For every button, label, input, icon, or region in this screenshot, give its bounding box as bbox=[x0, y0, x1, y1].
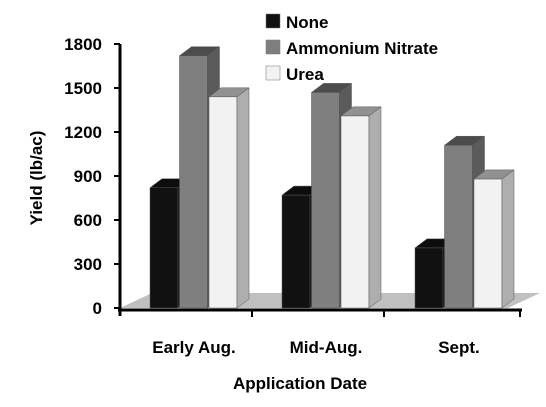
bar bbox=[208, 87, 250, 309]
legend-label: None bbox=[286, 13, 329, 32]
legend-label: Urea bbox=[286, 65, 324, 84]
legend-swatch bbox=[265, 65, 281, 81]
y-axis-title: Yield (lb/ac) bbox=[27, 131, 46, 226]
y-tick-label: 0 bbox=[93, 299, 102, 318]
y-tick-label: 1500 bbox=[64, 79, 102, 98]
x-axis-title: Application Date bbox=[233, 374, 367, 393]
legend-label: Ammonium Nitrate bbox=[286, 39, 438, 58]
y-tick-label: 300 bbox=[74, 255, 102, 274]
y-axis-ticks: 0 300 600 900 1200 1500 1800 bbox=[64, 35, 120, 318]
legend-swatch bbox=[265, 13, 281, 29]
x-tick-label: Early Aug. bbox=[152, 338, 235, 357]
legend: None Ammonium Nitrate Urea bbox=[265, 13, 438, 84]
legend-swatch bbox=[265, 39, 281, 55]
bar bbox=[340, 106, 382, 309]
bar bbox=[473, 169, 515, 309]
x-tick-label: Sept. bbox=[438, 338, 480, 357]
y-tick-label: 900 bbox=[74, 167, 102, 186]
y-tick-label: 1800 bbox=[64, 35, 102, 54]
x-tick-label: Mid-Aug. bbox=[290, 338, 363, 357]
bars-group bbox=[149, 46, 515, 309]
y-tick-label: 600 bbox=[74, 211, 102, 230]
x-axis-ticks: Early Aug. Mid-Aug. Sept. bbox=[152, 310, 521, 357]
y-tick-label: 1200 bbox=[64, 123, 102, 142]
